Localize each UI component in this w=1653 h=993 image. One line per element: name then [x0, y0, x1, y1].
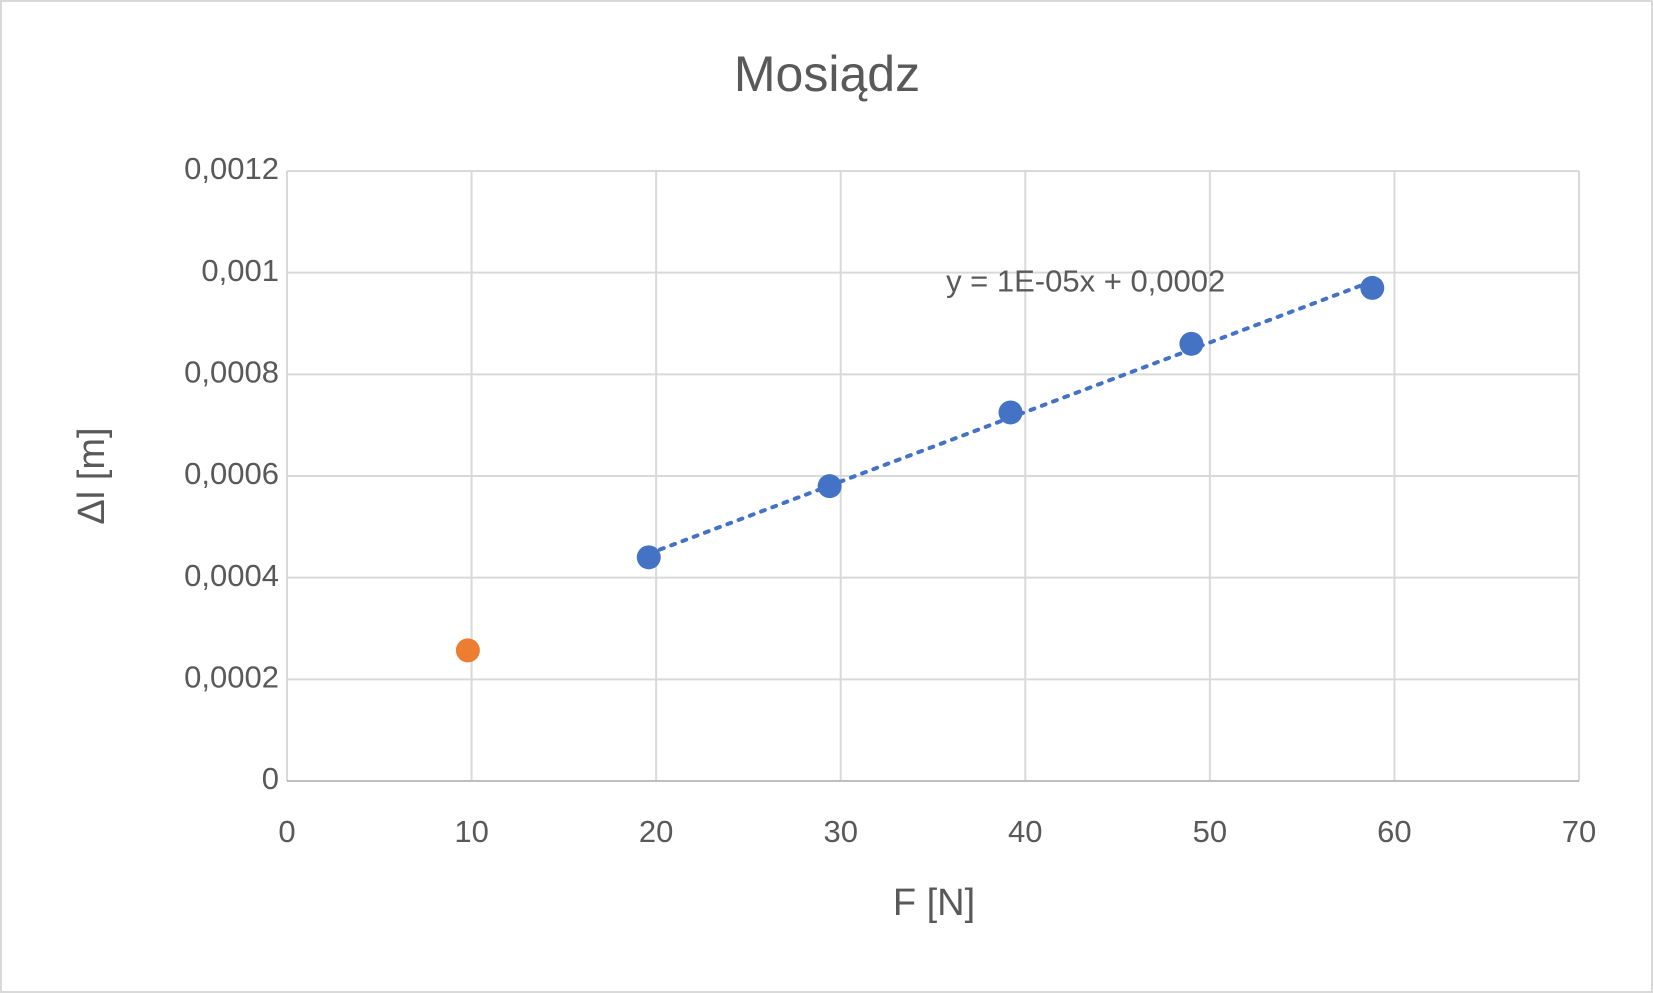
y-tick-label: 0,0004: [184, 558, 279, 593]
chart-title: Mosiądz: [734, 46, 920, 102]
y-tick-label: 0,0006: [184, 456, 279, 491]
y-tick-label: 0,0008: [184, 355, 279, 390]
y-tick-label: 0: [262, 761, 279, 796]
x-tick-label: 10: [454, 814, 488, 849]
x-tick-label: 60: [1377, 814, 1411, 849]
point: [1179, 331, 1204, 356]
x-tick-label: 50: [1193, 814, 1227, 849]
y-axis-title: Δl [m]: [71, 427, 113, 524]
y-tick-label: 0,0012: [184, 151, 279, 186]
x-tick-label: 20: [639, 814, 673, 849]
y-tick-label: 0,0002: [184, 660, 279, 695]
trendline-label: y = 1E-05x + 0,0002: [946, 263, 1225, 298]
point: [1360, 275, 1385, 300]
x-axis-title: F [N]: [893, 882, 975, 924]
x-tick-label: 0: [278, 814, 295, 849]
x-tick-label: 30: [823, 814, 857, 849]
x-tick-label: 70: [1562, 814, 1596, 849]
y-tick-label: 0,001: [201, 253, 279, 288]
point: [455, 638, 480, 663]
point: [817, 474, 842, 499]
x-tick-label: 40: [1008, 814, 1042, 849]
point: [998, 400, 1023, 425]
point: [636, 545, 661, 570]
